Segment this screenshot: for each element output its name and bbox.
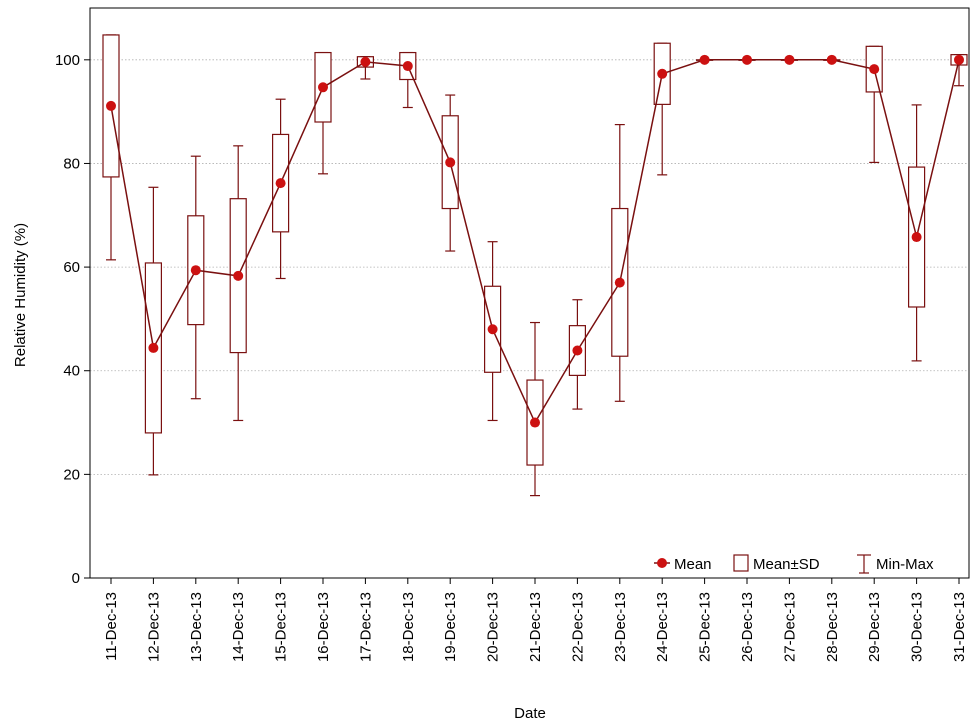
y-tick-label-40: 40 (63, 363, 80, 380)
mean-point-31-Dec-13 (954, 54, 964, 65)
mean-point-15-Dec-13 (275, 178, 286, 189)
x-tick-label-26-Dec-13: 26-Dec-13 (739, 592, 756, 662)
x-tick-label-24-Dec-13: 24-Dec-13 (654, 592, 671, 662)
mean-markers (106, 54, 964, 428)
x-tick-label-14-Dec-13: 14-Dec-13 (230, 592, 247, 662)
mean-point-25-Dec-13 (699, 54, 710, 65)
box-16-Dec-13 (314, 51, 332, 175)
axes (84, 7, 970, 584)
y-tick-label-20: 20 (63, 466, 80, 483)
y-axis-title: Relative Humidity (%) (12, 223, 29, 367)
mean-point-24-Dec-13 (657, 68, 668, 79)
box-24-Dec-13 (653, 42, 671, 176)
mean-point-28-Dec-13 (826, 54, 837, 65)
box-13-Dec-13 (187, 155, 205, 400)
x-tick-label-11-Dec-13: 11-Dec-13 (103, 592, 120, 661)
mean-point-17-Dec-13 (360, 56, 371, 67)
x-tick-label-22-Dec-13: 22-Dec-13 (569, 592, 586, 662)
x-tick-label-12-Dec-13: 12-Dec-13 (145, 592, 162, 662)
box-19-Dec-13 (441, 94, 459, 252)
tick-labels: 0 20 40 60 80 100 11-Dec-13 12-Dec-13 13-Dec-13 1… (55, 52, 968, 662)
box-12-Dec-13 (144, 186, 162, 476)
box-11-Dec-13 (102, 34, 120, 261)
mean-point-13-Dec-13 (190, 265, 201, 276)
mean-point-18-Dec-13 (402, 61, 413, 72)
mean-point-11-Dec-13 (106, 100, 116, 111)
mean-point-27-Dec-13 (784, 54, 795, 65)
x-tick-label-25-Dec-13: 25-Dec-13 (697, 592, 714, 662)
legend-sd-box (733, 554, 749, 572)
box-29-Dec-13 (865, 45, 883, 164)
x-tick-label-16-Dec-13: 16-Dec-13 (315, 592, 332, 662)
x-tick-label-18-Dec-13: 18-Dec-13 (400, 592, 417, 662)
x-tick-label-27-Dec-13: 27-Dec-13 (781, 592, 798, 662)
legend-sd-label: Mean±SD (753, 556, 820, 573)
x-tick-label-17-Dec-13: 17-Dec-13 (357, 592, 374, 662)
legend-minmax-label: Min-Max (876, 556, 934, 573)
x-tick-label-29-Dec-13: 29-Dec-13 (866, 592, 883, 662)
legend-mean-marker (654, 558, 670, 568)
y-tick-label-0: 0 (72, 570, 80, 587)
x-tick-label-30-Dec-13: 30-Dec-13 (909, 592, 926, 662)
mean-point-30-Dec-13 (911, 232, 922, 243)
x-tick-label-23-Dec-13: 23-Dec-13 (612, 592, 629, 662)
mean-point-22-Dec-13 (572, 345, 583, 356)
mean-point-14-Dec-13 (233, 270, 244, 281)
mean-point-12-Dec-13 (148, 342, 159, 353)
box-14-Dec-13 (229, 145, 247, 422)
plot-frame (89, 7, 970, 579)
box-15-Dec-13 (272, 98, 290, 280)
y-tick-label-100: 100 (55, 52, 80, 69)
legend-mean-label: Mean (674, 556, 712, 573)
x-tick-label-28-Dec-13: 28-Dec-13 (824, 592, 841, 662)
x-tick-label-31-Dec-13: 31-Dec-13 (951, 592, 968, 662)
x-tick-label-19-Dec-13: 19-Dec-13 (442, 592, 459, 662)
x-tick-label-15-Dec-13: 15-Dec-13 (273, 592, 290, 662)
mean-point-26-Dec-13 (742, 54, 752, 65)
legend: Mean Mean±SD Min-Max (654, 554, 934, 574)
y-tick-label-60: 60 (63, 259, 80, 276)
x-tick-label-13-Dec-13: 13-Dec-13 (188, 592, 205, 662)
mean-point-19-Dec-13 (445, 157, 456, 168)
x-tick-label-21-Dec-13: 21-Dec-13 (527, 592, 544, 662)
box-23-Dec-13 (611, 123, 629, 402)
x-tick-label-20-Dec-13: 20-Dec-13 (485, 592, 502, 662)
y-tick-label-80: 80 (63, 155, 80, 172)
mean-point-21-Dec-13 (530, 417, 540, 428)
mean-point-20-Dec-13 (487, 324, 498, 335)
mean-point-16-Dec-13 (318, 82, 328, 93)
legend-minmax-whisker (857, 554, 871, 574)
x-axis-title: Date (514, 705, 546, 722)
mean-point-29-Dec-13 (869, 64, 880, 75)
mean-point-23-Dec-13 (614, 277, 625, 288)
